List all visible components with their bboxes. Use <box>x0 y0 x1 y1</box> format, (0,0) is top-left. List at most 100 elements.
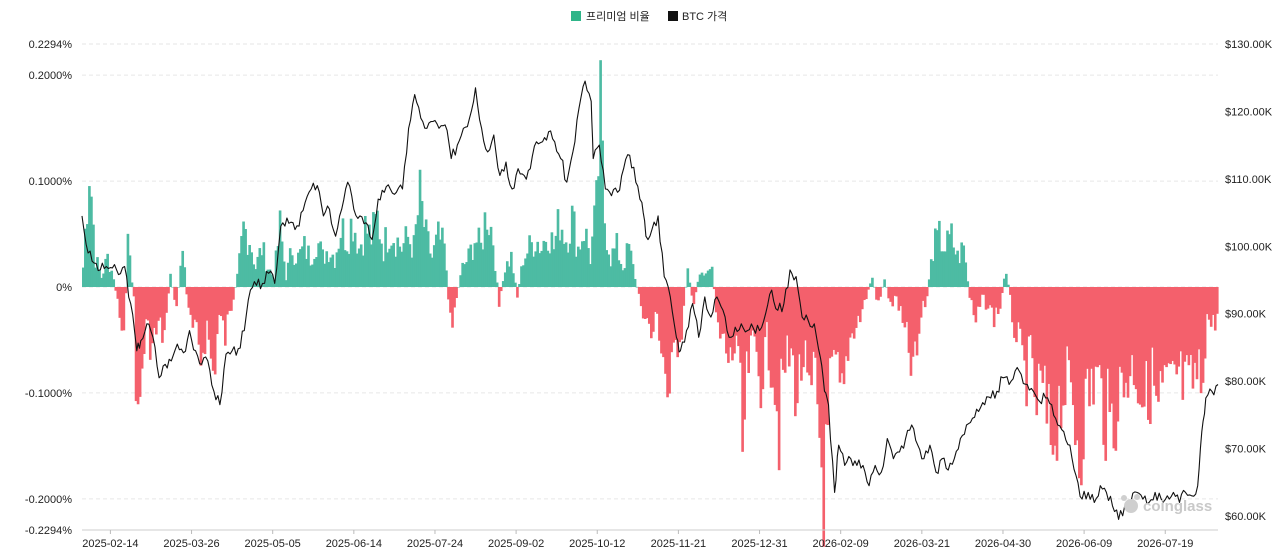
x-tick-label: 2025-05-05 <box>245 538 301 549</box>
premium-bar-positive <box>609 266 613 287</box>
premium-bar-positive <box>248 245 251 287</box>
premium-bar-negative <box>203 287 207 355</box>
premium-bar-negative <box>846 287 850 361</box>
premium-bar-negative <box>224 287 227 346</box>
premium-bar-positive <box>560 229 564 287</box>
premium-bar-positive <box>633 278 637 287</box>
premium-bar-negative <box>666 287 669 398</box>
premium-bar-positive <box>601 140 604 287</box>
premium-bar-negative <box>848 287 852 338</box>
premium-bar-positive <box>605 250 608 287</box>
premium-bar-negative <box>1092 287 1095 405</box>
premium-bar-positive <box>518 284 521 287</box>
premium-bar-positive <box>347 253 351 287</box>
premium-bar-negative <box>1045 287 1049 424</box>
btc-price-layer <box>81 80 1219 520</box>
premium-bar-negative <box>814 287 817 358</box>
premium-bar-negative <box>637 287 641 294</box>
premium-bar-negative <box>1177 287 1181 367</box>
premium-bar-negative <box>903 287 907 328</box>
premium-bar-positive <box>944 251 947 287</box>
premium-bar-positive <box>258 248 262 287</box>
premium-bar-positive <box>102 273 105 287</box>
premium-bar-negative <box>919 287 923 318</box>
premium-bar-positive <box>422 227 426 287</box>
x-tick-label: 2025-11-21 <box>651 538 706 549</box>
premium-bar-positive <box>357 248 361 287</box>
premium-bar-negative <box>842 287 846 385</box>
x-tick-label: 2025-06-14 <box>326 538 382 549</box>
premium-bar-positive <box>706 270 710 287</box>
premium-bar-positive <box>883 279 886 287</box>
premium-bar-negative <box>1009 287 1012 295</box>
premium-bar-positive <box>631 264 635 287</box>
premium-bar-negative <box>230 287 233 311</box>
premium-bar-positive <box>524 258 527 287</box>
premium-bar-positive <box>183 267 187 287</box>
left-axis: 0.2294% 0.2000% 0.1000% 0% -0.1000% -0.2000% -… <box>25 39 72 537</box>
premium-bar-positive <box>240 236 243 287</box>
premium-bar-negative <box>1138 287 1142 405</box>
premium-bar-negative <box>718 287 722 339</box>
premium-bar-positive <box>378 239 381 287</box>
y-left-tick-label: -0.1000% <box>25 388 72 400</box>
x-tick-label: 2025-10-12 <box>569 538 625 549</box>
premium-bar-negative <box>716 287 720 323</box>
premium-bar-negative <box>838 287 842 383</box>
premium-bar-negative <box>455 287 458 299</box>
premium-bar-negative <box>678 287 682 343</box>
premium-bar-negative <box>1136 287 1140 404</box>
x-tick-label: 2025-02-14 <box>82 538 138 549</box>
premium-bar-positive <box>110 270 114 287</box>
premium-bar-negative <box>643 287 647 319</box>
premium-bar-positive <box>936 230 939 287</box>
y-right-tick-label: $110.00K <box>1225 174 1272 186</box>
premium-bar-positive <box>321 249 324 287</box>
premium-bar-negative <box>767 287 771 371</box>
premium-bar-negative <box>804 287 807 341</box>
premium-bar-negative <box>656 287 659 314</box>
watermark-text: coinglass <box>1143 498 1212 515</box>
premium-bar-negative <box>159 287 162 318</box>
premium-bar-negative <box>891 287 895 307</box>
premium-bar-negative <box>205 287 209 321</box>
legend-label-btc: BTC 가격 <box>682 10 727 23</box>
premium-bar-positive <box>544 241 548 287</box>
premium-bar-negative <box>217 287 221 315</box>
premium-bar-negative <box>988 287 992 306</box>
x-tick-label: 2026-04-30 <box>975 538 1031 549</box>
y-left-tick-label: 0.1000% <box>29 176 73 188</box>
premium-bar-negative <box>733 287 736 354</box>
premium-bar-negative <box>877 287 880 301</box>
premium-bar-positive <box>627 244 631 287</box>
legend-item-premium[interactable]: 프리미엄 비율 <box>571 10 650 23</box>
premium-bar-negative <box>674 287 677 340</box>
premium-bar-negative <box>654 287 657 312</box>
premium-bar-negative <box>175 287 178 307</box>
premium-bar-negative <box>984 287 988 310</box>
premium-bar-positive <box>242 221 245 287</box>
premium-bar-negative <box>858 287 862 323</box>
premium-bar-negative <box>911 287 915 357</box>
premium-bar-negative <box>741 287 744 452</box>
premium-bar-negative <box>228 287 231 311</box>
premium-bar-negative <box>1043 287 1047 366</box>
premium-bar-negative <box>828 287 832 359</box>
premium-bar-negative <box>976 287 980 307</box>
premium-bar-positive <box>370 244 373 287</box>
premium-bar-negative <box>1047 287 1051 384</box>
premium-bar-positive <box>514 282 517 287</box>
premium-bar-negative <box>1199 287 1203 394</box>
premium-bar-negative <box>142 287 146 354</box>
premium-bar-positive <box>402 243 406 287</box>
premium-bar-positive <box>469 244 473 287</box>
premium-bar-positive <box>329 257 333 287</box>
premium-bar-negative <box>1187 287 1191 366</box>
premium-bar-negative <box>694 287 698 293</box>
premium-bar-positive <box>100 277 103 287</box>
premium-bar-positive <box>323 263 327 287</box>
premium-bar-positive <box>437 221 440 287</box>
premium-bar-negative <box>921 287 925 301</box>
premium-bar-negative <box>982 287 986 295</box>
legend-item-btc[interactable]: BTC 가격 <box>668 10 727 23</box>
